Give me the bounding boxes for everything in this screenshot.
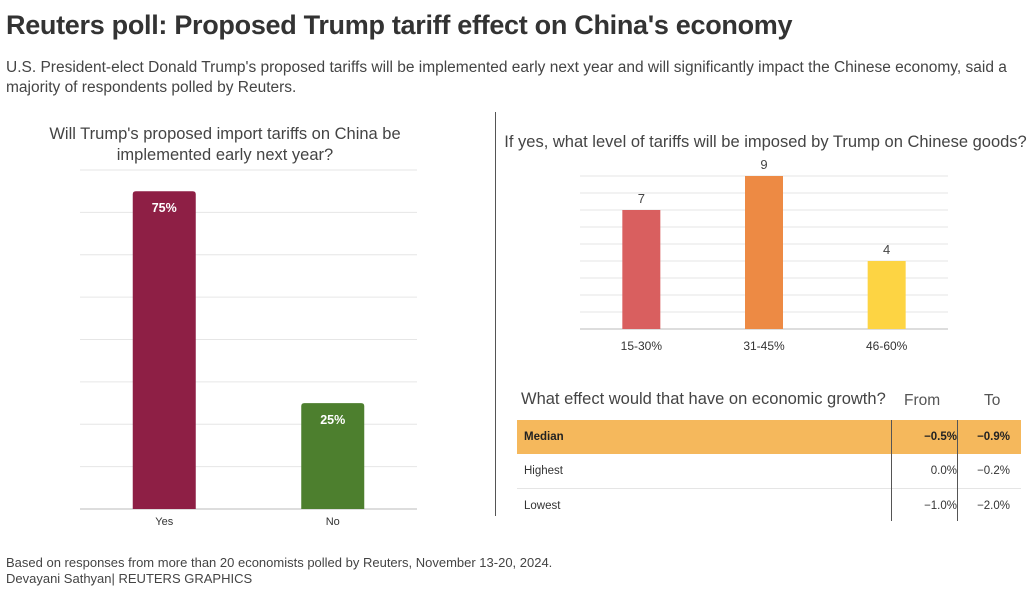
table-row-lowest: Lowest −1.0% −2.0% (517, 489, 1021, 523)
data-label: 7 (638, 191, 645, 206)
page-title: Reuters poll: Proposed Trump tariff effe… (6, 10, 793, 40)
footer-credit: Devayani Sathyan| REUTERS GRAPHICS (6, 571, 253, 586)
row-label: Lowest (524, 500, 561, 512)
row-to: −0.2% (977, 465, 1010, 477)
tick-label: 15-30% (621, 339, 663, 353)
row-from: 0.0% (930, 465, 957, 477)
col-head-from: From (904, 392, 941, 409)
row-label: Median (524, 431, 564, 443)
chart1-svg: 75% Yes 25% No (80, 169, 417, 528)
table-heading: What effect would that have on economic … (521, 390, 886, 408)
panel-divider (495, 112, 496, 516)
bar-15-30% (622, 210, 661, 329)
table-col-divider-1 (891, 420, 892, 521)
chart1-title: Will Trump's proposed import tariffs on … (49, 125, 401, 164)
data-label: 75% (152, 201, 177, 215)
bar-Yes (132, 191, 196, 509)
bar-46-60% (867, 261, 906, 329)
data-label: 9 (760, 157, 767, 172)
table-col-divider-2 (957, 420, 958, 521)
tick-label: 46-60% (866, 339, 908, 353)
row-label: Highest (524, 465, 563, 477)
footer-source: Based on responses from more than 20 eco… (6, 555, 553, 570)
row-to: −2.0% (977, 500, 1010, 512)
col-head-to: To (984, 392, 1001, 409)
tick-label: Yes (155, 516, 173, 528)
row-from: −0.5% (924, 431, 957, 443)
table-row-highest: Highest 0.0% −0.2% (517, 454, 1021, 489)
chart2-svg: 7 15-30% 9 31-45% 4 46-60% (580, 157, 948, 353)
page-subtitle: U.S. President-elect Donald Trump's prop… (6, 59, 1007, 96)
chart2-title: If yes, what level of tariffs will be im… (504, 133, 1027, 151)
table-row-median: Median −0.5% −0.9% (517, 420, 1021, 454)
row-to: −0.9% (977, 431, 1010, 443)
tick-label: No (326, 516, 340, 528)
row-from: −1.0% (924, 500, 957, 512)
bar-31-45% (745, 176, 783, 329)
bar-No (301, 403, 365, 509)
data-label: 25% (320, 413, 345, 427)
tick-label: 31-45% (743, 339, 785, 353)
data-label: 4 (883, 242, 890, 257)
